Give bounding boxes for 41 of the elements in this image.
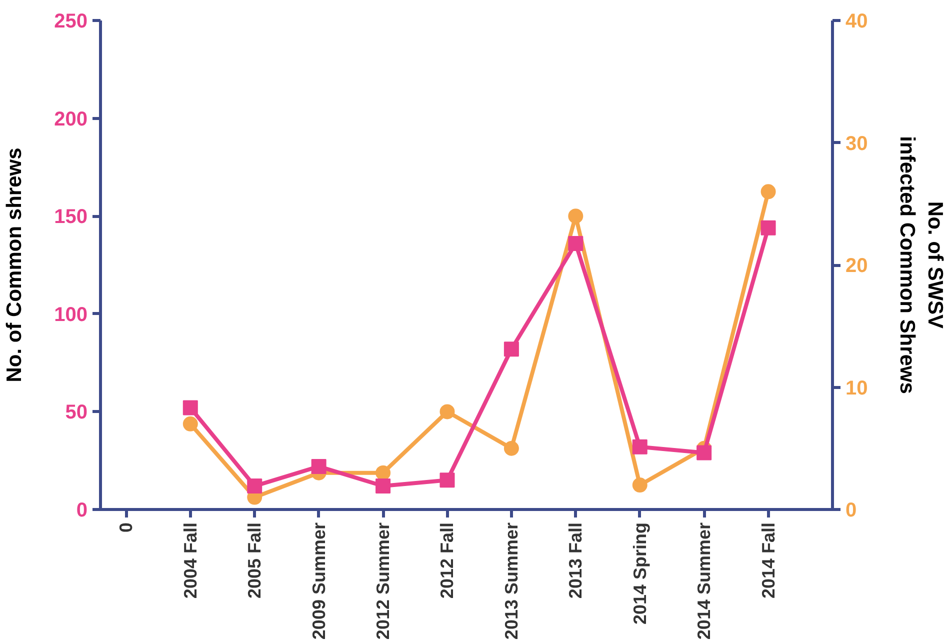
point	[182, 400, 198, 416]
x-tick-label: 2005 Fall	[244, 522, 265, 599]
x-tick-label: 2009 Summer	[308, 522, 329, 640]
point	[440, 472, 455, 488]
point	[632, 439, 648, 454]
x-tick-label: 2004 Fall	[180, 522, 200, 599]
point	[376, 465, 391, 480]
point	[504, 342, 519, 357]
point	[696, 445, 712, 460]
y2-tick-label: 20	[846, 255, 868, 277]
y-tick-label: 0	[76, 500, 88, 522]
y2-tick-label: 30	[846, 132, 868, 155]
point	[247, 478, 262, 494]
point	[440, 404, 455, 420]
y2-axis-title: No. of SWSV infected Common Shrews	[896, 136, 946, 394]
x-tick-label: 2013 Fall	[566, 522, 586, 599]
y2-tick-label: 0	[846, 500, 857, 522]
x-tick-label: 0	[116, 522, 136, 533]
point	[182, 416, 198, 432]
y-tick-label: 100	[54, 304, 88, 326]
y-tick-label: 250	[54, 10, 88, 32]
y-tick-label: 150	[54, 206, 88, 228]
point	[311, 458, 326, 474]
point	[376, 478, 391, 494]
point	[568, 236, 584, 251]
y2-tick-label: 10	[846, 377, 868, 400]
point	[632, 478, 648, 493]
y2-tick-label: 40	[846, 10, 868, 32]
y-tick-label: 200	[54, 108, 88, 130]
y-axis-title: No. of Common shrews	[3, 148, 26, 382]
x-tick-label: 2012 Fall	[437, 522, 458, 599]
point	[760, 184, 776, 200]
x-tick-label: 2014 Fall	[758, 522, 778, 599]
x-tick-label: 2013 Summer	[501, 522, 522, 640]
x-tick-label: 2012 Summer	[373, 522, 394, 640]
x-tick-label: 2014 Spring	[630, 522, 650, 625]
point	[760, 220, 776, 236]
x-tick-label: 2014 Summer	[694, 522, 714, 640]
point	[504, 440, 519, 456]
point	[568, 208, 584, 224]
y-tick-label: 50	[65, 402, 88, 424]
